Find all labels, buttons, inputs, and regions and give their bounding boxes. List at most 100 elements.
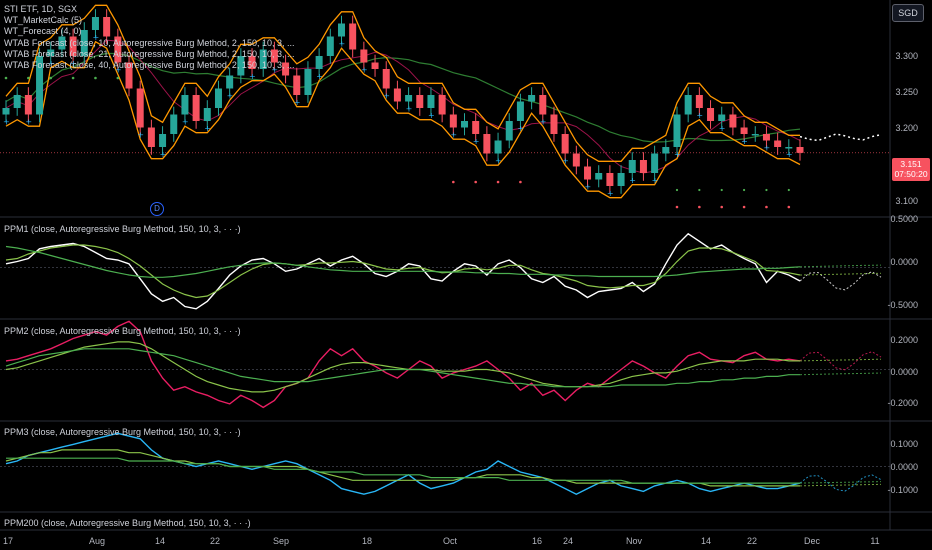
series-line [5, 348, 800, 388]
cross-marker: + [540, 118, 547, 127]
cross-marker: + [652, 176, 659, 185]
x-tick-label: 24 [562, 536, 574, 546]
candle-body [125, 62, 133, 89]
candle-body [58, 36, 66, 50]
y-tick-label: 0.0000 [890, 462, 918, 472]
dividend-event-badge[interactable]: D [150, 202, 164, 216]
cross-marker: + [294, 98, 301, 107]
pane-title-ppm3[interactable]: PPM3 (close, Autoregressive Burg Method,… [4, 427, 241, 437]
cross-marker: + [271, 66, 278, 75]
signal-dot [720, 188, 723, 192]
pane-title-ppm1[interactable]: PPM1 (close, Autoregressive Burg Method,… [4, 224, 241, 234]
candle-body [651, 153, 659, 173]
candle-body [528, 95, 536, 102]
moving-average-line [5, 52, 801, 143]
candle-body [91, 17, 99, 30]
candle-body [774, 140, 782, 147]
signal-dot [474, 180, 477, 184]
pane-title-ppm2[interactable]: PPM2 (close, Autoregressive Burg Method,… [4, 326, 241, 336]
candle-body [192, 95, 200, 121]
x-tick-label: 14 [154, 536, 166, 546]
cross-marker: + [495, 157, 502, 166]
signal-dot [675, 188, 679, 192]
signal-dot [787, 205, 791, 209]
cross-marker: + [585, 183, 592, 192]
legend-wtab-21[interactable]: WTAB Forecast (close, 21, Autoregressive… [4, 49, 295, 59]
x-tick-label: 16 [531, 536, 543, 546]
y-tick-label: 3.250 [895, 87, 918, 97]
candle-body [248, 56, 256, 69]
cross-marker: + [607, 189, 614, 198]
projection-line [799, 272, 882, 276]
upper-envelope-line [5, 4, 800, 162]
signal-dot [71, 76, 75, 80]
candle-body [326, 36, 334, 56]
projection-line [799, 271, 882, 291]
candle-body [550, 114, 558, 134]
y-tick-label: 0.2000 [890, 335, 918, 345]
candle-body [69, 36, 77, 56]
legend-wtab-10[interactable]: WTAB Forecast (close, 10, Autoregressive… [4, 38, 295, 48]
cross-marker: + [674, 150, 681, 159]
candle-body [606, 173, 614, 186]
cross-marker: + [763, 144, 770, 153]
last-price-value: 3.151 [900, 159, 922, 169]
candle-body [293, 75, 301, 95]
cross-marker: + [25, 118, 32, 127]
candle-body [662, 147, 670, 154]
legend-wt-marketcalc[interactable]: WT_MarketCalc (5) [4, 15, 83, 25]
legend-symbol[interactable]: STI ETF, 1D, SGX [4, 4, 78, 14]
candle-body [203, 108, 211, 121]
cross-marker: + [249, 72, 256, 81]
candle-body [673, 114, 681, 147]
candle-body [382, 69, 390, 89]
y-tick-label: 3.300 [895, 51, 918, 61]
currency-button[interactable]: SGD [892, 4, 924, 22]
candle-body [393, 88, 401, 102]
x-tick-label: Oct [442, 536, 458, 546]
candle-body [695, 95, 703, 108]
x-tick-label: 22 [209, 536, 221, 546]
cross-marker: + [786, 150, 793, 159]
cross-marker: + [428, 111, 435, 120]
candle-body [740, 127, 748, 134]
candle-body [584, 166, 592, 180]
candle-body [483, 134, 491, 154]
cross-marker: + [70, 59, 77, 68]
signal-dot [742, 188, 746, 192]
y-tick-label: -0.2000 [887, 398, 918, 408]
signal-dot [787, 188, 790, 192]
cross-marker: + [517, 124, 524, 133]
series-line [5, 341, 800, 393]
y-tick-label: 3.200 [895, 123, 918, 133]
candle-body [24, 95, 32, 115]
signal-dot [720, 205, 724, 209]
candle-body [449, 114, 457, 128]
lower-envelope-line [5, 40, 801, 199]
legend-wtab-40[interactable]: WTAB Forecast (close, 40, Autoregressive… [4, 60, 295, 70]
candle-body [147, 127, 155, 147]
candle-body [729, 114, 737, 128]
cross-marker: + [115, 66, 122, 75]
legend-wt-forecast[interactable]: WT_Forecast (4, 0) [4, 26, 82, 36]
cross-marker: + [338, 40, 345, 49]
signal-dot [742, 205, 746, 209]
projection-line [799, 351, 882, 371]
pane-title-ppm200[interactable]: PPM200 (close, Autoregressive Burg Metho… [4, 518, 251, 528]
signal-dot [765, 205, 768, 209]
candle-body [226, 75, 234, 89]
cross-marker: + [204, 124, 211, 133]
candle-body [561, 134, 569, 154]
candle-body [315, 56, 323, 69]
series-line [5, 320, 801, 409]
candle-body [516, 101, 524, 121]
signal-dot [94, 76, 97, 80]
x-tick-label: 11 [870, 536, 880, 546]
candle-body [304, 69, 312, 95]
cross-marker: + [473, 137, 480, 146]
signal-dot [765, 188, 768, 192]
cross-marker: + [450, 131, 457, 140]
candle-body [136, 88, 144, 128]
moving-average-line [5, 39, 801, 174]
